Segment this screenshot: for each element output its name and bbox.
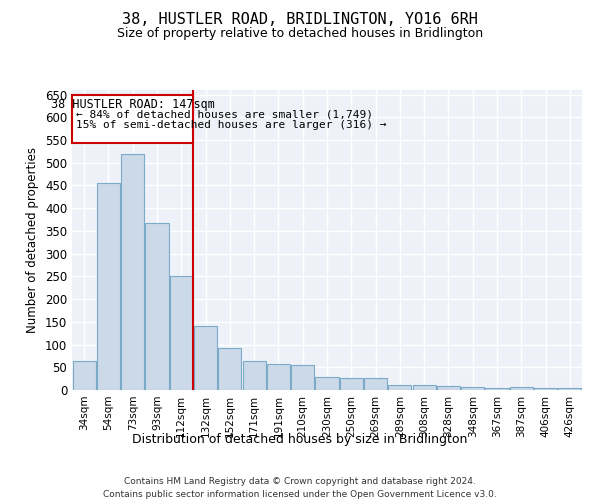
Text: 15% of semi-detached houses are larger (316) →: 15% of semi-detached houses are larger (… <box>76 120 386 130</box>
Bar <box>121 154 144 390</box>
Y-axis label: Number of detached properties: Number of detached properties <box>26 147 40 333</box>
Bar <box>97 183 120 390</box>
Text: ← 84% of detached houses are smaller (1,749): ← 84% of detached houses are smaller (1,… <box>76 109 373 119</box>
Bar <box>170 276 193 390</box>
FancyBboxPatch shape <box>73 94 193 143</box>
Text: Contains HM Land Registry data © Crown copyright and database right 2024.: Contains HM Land Registry data © Crown c… <box>124 478 476 486</box>
Text: Size of property relative to detached houses in Bridlington: Size of property relative to detached ho… <box>117 28 483 40</box>
Bar <box>364 378 387 390</box>
Bar <box>316 378 338 390</box>
Bar <box>437 386 460 390</box>
Bar <box>291 365 314 390</box>
Bar <box>145 222 169 390</box>
Bar <box>413 384 436 390</box>
Bar <box>73 362 95 390</box>
Bar <box>388 384 412 390</box>
Text: Contains public sector information licensed under the Open Government Licence v3: Contains public sector information licen… <box>103 490 497 499</box>
Bar <box>534 388 557 390</box>
Bar <box>218 348 241 390</box>
Bar <box>340 378 363 390</box>
Text: Distribution of detached houses by size in Bridlington: Distribution of detached houses by size … <box>133 432 467 446</box>
Bar <box>485 388 509 390</box>
Bar <box>267 364 290 390</box>
Bar <box>242 362 266 390</box>
Bar <box>461 387 484 390</box>
Bar <box>510 387 533 390</box>
Text: 38 HUSTLER ROAD: 147sqm: 38 HUSTLER ROAD: 147sqm <box>51 98 215 111</box>
Text: 38, HUSTLER ROAD, BRIDLINGTON, YO16 6RH: 38, HUSTLER ROAD, BRIDLINGTON, YO16 6RH <box>122 12 478 28</box>
Bar <box>194 326 217 390</box>
Bar <box>559 388 581 390</box>
